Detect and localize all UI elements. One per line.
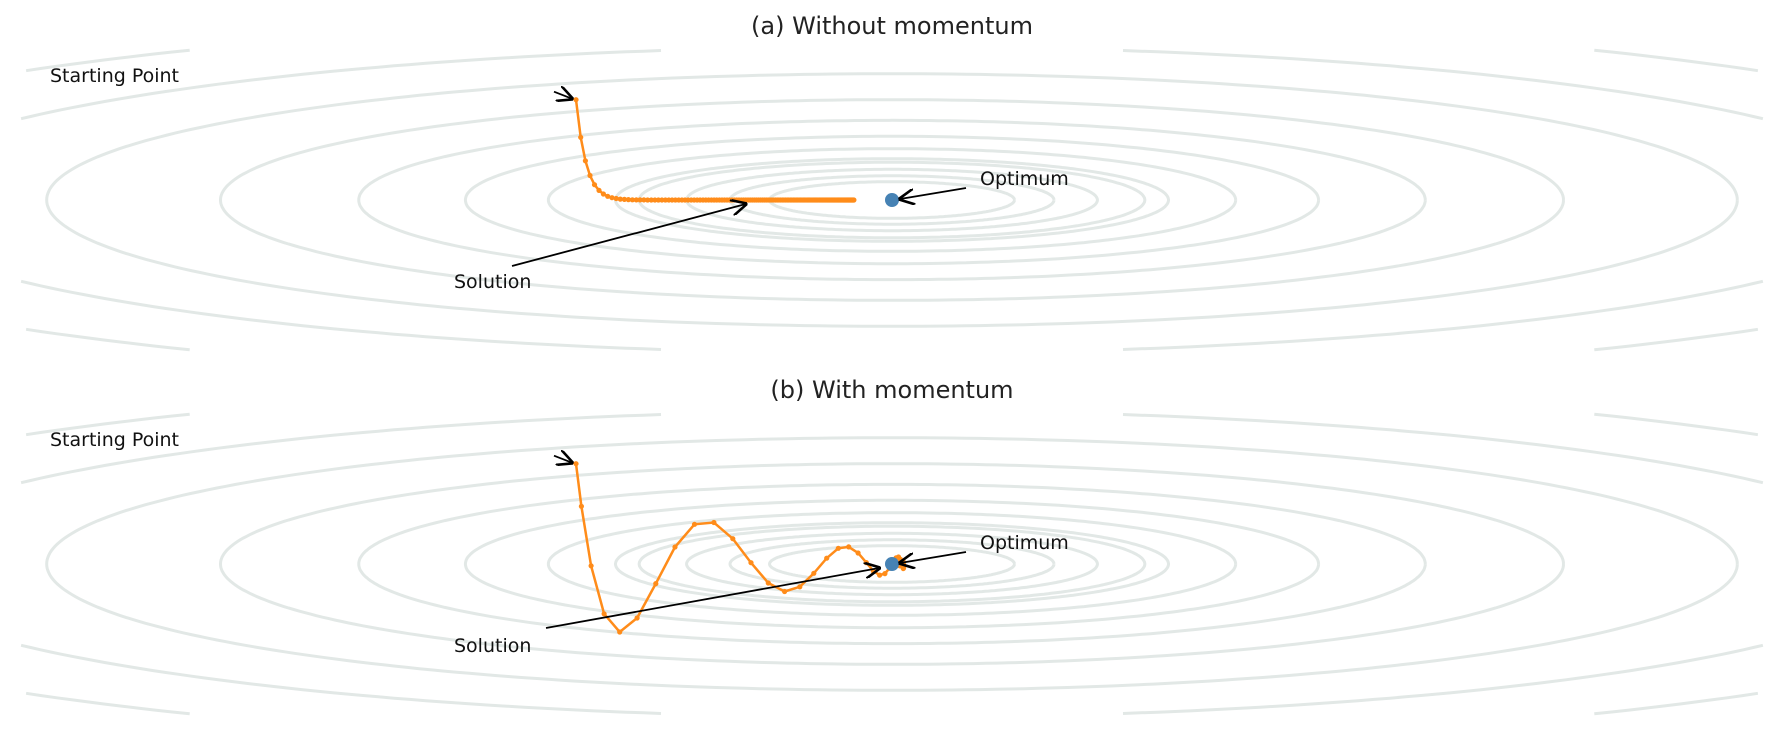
trajectory-point <box>613 195 619 202</box>
panel-a-trajectory <box>573 97 857 203</box>
contour-line <box>614 521 1170 607</box>
trajectory-point <box>605 193 611 199</box>
trajectory-point <box>641 197 647 203</box>
trajectory-point <box>609 195 615 201</box>
trajectory-point <box>621 196 628 202</box>
trajectory-point <box>648 197 654 203</box>
panel-a-solution-label: Solution <box>454 271 531 293</box>
trajectory-point <box>617 196 623 202</box>
trajectory-point <box>600 191 607 197</box>
trajectory-point <box>645 197 651 203</box>
trajectory-point <box>634 615 640 621</box>
trajectory-point <box>601 611 607 617</box>
trajectory-point <box>587 172 593 179</box>
panel-a-optimum-arrow <box>900 187 967 199</box>
trajectory-point <box>824 555 830 561</box>
trajectory-point <box>617 629 623 635</box>
contour-line <box>218 98 1565 302</box>
trajectory-point <box>882 571 888 577</box>
trajectory-point <box>748 560 754 566</box>
contour-line <box>357 482 1427 646</box>
panel-a-optimum-label: Optimum <box>980 168 1069 190</box>
trajectory-point <box>811 570 817 576</box>
contour-line <box>637 524 1147 604</box>
panel-b-title: (b) With momentum <box>770 376 1013 404</box>
contour-line <box>685 531 1099 597</box>
panel-a-start-arrow <box>553 92 572 99</box>
panel-b-solution-arrow <box>545 568 879 629</box>
trajectory-point <box>596 187 602 193</box>
contour-line <box>463 498 1321 630</box>
trajectory-point <box>672 544 678 550</box>
panel-a-optimum-marker <box>885 193 899 207</box>
trajectory-point <box>653 581 659 587</box>
contour-line <box>20 413 1764 715</box>
trajectory-point <box>863 560 869 566</box>
panel-a-solution-arrow <box>511 204 746 267</box>
trajectory-point <box>582 158 589 164</box>
panel-a-title: (a) Without momentum <box>751 12 1033 40</box>
trajectory-point <box>797 584 803 590</box>
trajectory-point <box>855 550 861 556</box>
contour-line <box>45 72 1739 328</box>
trajectory-point <box>765 580 771 586</box>
contour-line <box>546 511 1238 617</box>
trajectory-point <box>637 197 643 203</box>
contour-line <box>463 134 1321 266</box>
trajectory-point <box>591 182 598 188</box>
contour-line <box>45 436 1739 692</box>
trajectory-point <box>633 197 639 203</box>
contour-line <box>546 147 1238 253</box>
panel-b-optimum-arrow <box>900 551 967 563</box>
panel-a-start-label: Starting Point <box>50 65 179 87</box>
contour-line <box>25 412 1759 716</box>
panel-b-optimum-label: Optimum <box>980 532 1069 554</box>
trajectory-point <box>578 134 584 140</box>
trajectory-point <box>730 536 736 542</box>
panel-b-contours <box>20 412 1764 716</box>
contour-line <box>218 462 1565 666</box>
trajectory-point <box>835 545 841 551</box>
trajectory-point <box>782 588 788 595</box>
trajectory-point <box>629 197 636 203</box>
trajectory-point <box>851 197 857 203</box>
panel-b-start-label: Starting Point <box>50 429 179 451</box>
contour-line <box>25 48 1759 352</box>
contour-line <box>20 49 1764 351</box>
contour-line <box>357 118 1427 282</box>
trajectory-point <box>578 503 585 509</box>
trajectory-point <box>877 572 883 578</box>
contour-line <box>767 544 1016 584</box>
panel-b-optimum-marker <box>885 557 899 571</box>
panel-b-start-arrow <box>553 456 572 463</box>
contour-line <box>728 538 1056 590</box>
trajectory-point <box>573 461 579 467</box>
trajectory-point <box>846 544 852 550</box>
trajectory-point <box>691 521 698 527</box>
panel-b-solution-label: Solution <box>454 635 531 657</box>
trajectory-point <box>711 519 717 526</box>
trajectory-point <box>573 97 579 103</box>
trajectory-point <box>588 563 594 569</box>
trajectory-point <box>625 197 632 203</box>
panel-b: (b) With momentum Starting Point Optimum… <box>20 376 1764 716</box>
panel-a: (a) Without momentum Starting Point Opti… <box>20 12 1764 352</box>
